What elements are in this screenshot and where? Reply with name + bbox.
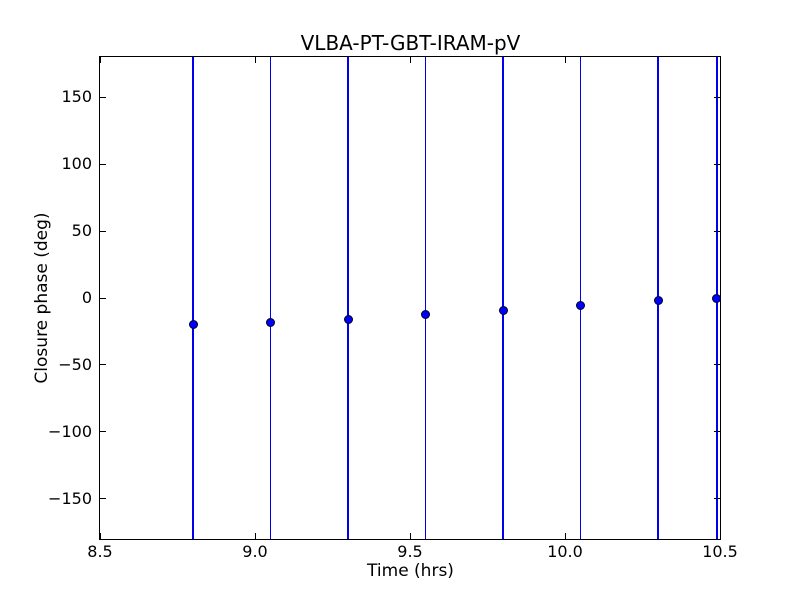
data-point-marker <box>266 317 275 327</box>
y-tick-mark <box>100 230 106 232</box>
y-tick-mark <box>714 431 720 433</box>
x-tick-mark <box>719 57 720 63</box>
x-tick-label: 9.5 <box>397 542 423 561</box>
x-tick-mark <box>254 533 256 539</box>
y-tick-label: 100 <box>61 154 92 174</box>
x-tick-mark <box>409 57 411 63</box>
y-tick-label: 0 <box>81 288 92 307</box>
y-tick-label: −150 <box>48 488 92 508</box>
data-point-marker <box>576 300 585 310</box>
y-tick-mark <box>714 96 720 98</box>
error-bar <box>579 57 582 539</box>
data-point-marker <box>712 294 720 304</box>
error-bar <box>269 57 272 539</box>
x-tick-mark <box>564 57 566 63</box>
y-tick-mark <box>100 498 106 500</box>
x-axis-label: Time (hrs) <box>367 561 454 581</box>
data-point-marker <box>653 296 663 306</box>
data-point-marker <box>188 319 198 329</box>
y-tick-label: −50 <box>58 354 92 374</box>
y-tick-mark <box>714 498 720 500</box>
error-bar <box>347 57 349 539</box>
chart-title: VLBA-PT-GBT-IRAM-pV <box>300 31 521 55</box>
y-tick-mark <box>714 163 720 165</box>
y-tick-label: −100 <box>48 421 92 441</box>
error-bar <box>192 57 194 539</box>
y-tick-mark <box>100 163 106 165</box>
x-tick-label: 10.5 <box>702 542 738 561</box>
y-tick-label: 150 <box>61 87 92 107</box>
x-tick-mark <box>254 57 256 63</box>
x-tick-mark <box>100 57 101 63</box>
x-tick-label: 10.0 <box>547 542 583 561</box>
x-tick-label: 8.5 <box>87 542 113 561</box>
error-bar <box>502 57 504 539</box>
y-tick-mark <box>100 297 106 299</box>
data-point-marker <box>343 315 353 325</box>
error-bar <box>424 57 427 539</box>
y-tick-label: 50 <box>71 221 92 241</box>
y-tick-mark <box>714 364 720 366</box>
data-point-marker <box>498 306 508 316</box>
data-point-marker <box>421 309 430 319</box>
y-tick-mark <box>100 431 106 433</box>
y-tick-mark <box>714 230 720 232</box>
x-tick-label: 9.0 <box>242 542 268 561</box>
y-tick-mark <box>100 96 106 98</box>
x-tick-mark <box>100 533 101 539</box>
y-tick-mark <box>100 364 106 366</box>
x-tick-mark <box>564 533 566 539</box>
x-tick-mark <box>719 533 720 539</box>
x-tick-mark <box>409 533 411 539</box>
plot-area <box>99 56 721 540</box>
